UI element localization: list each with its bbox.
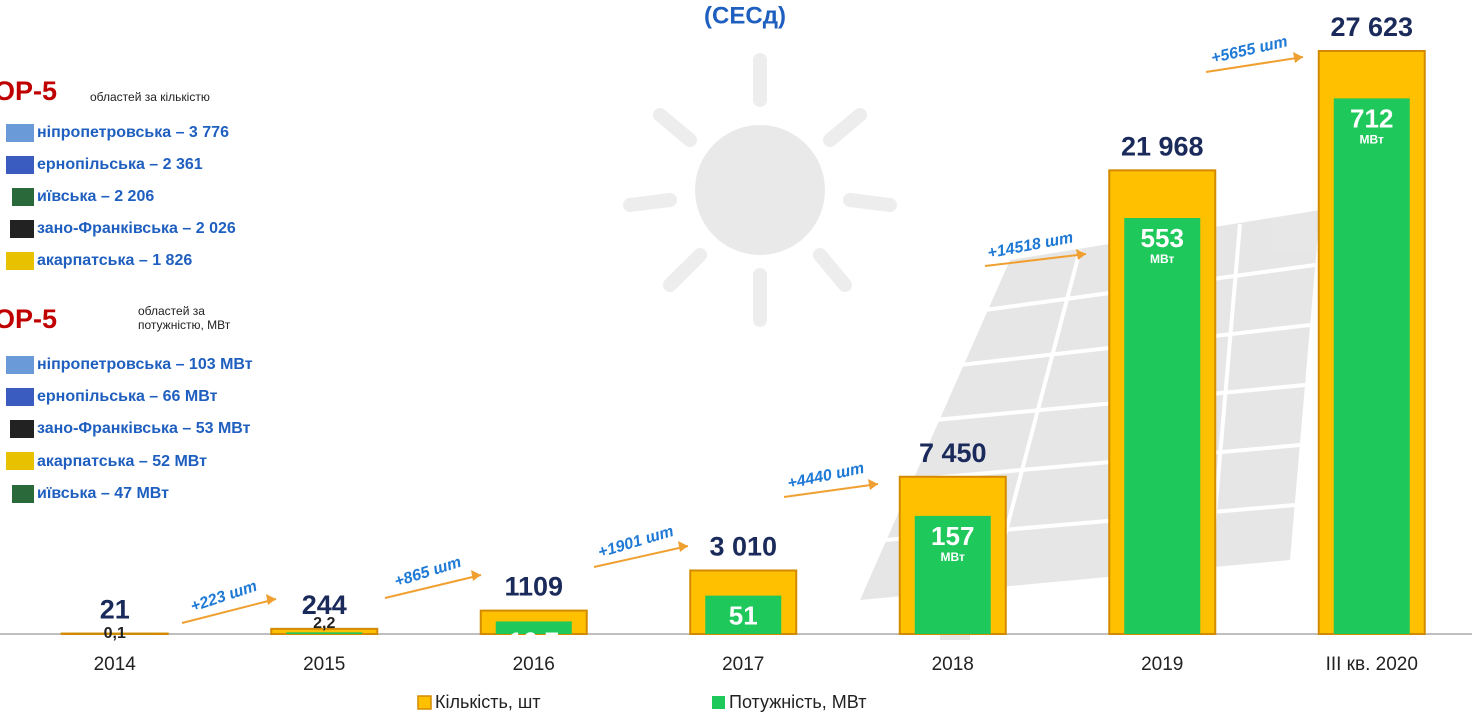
list-item: ніпропетровська – 3 776 <box>37 124 229 141</box>
icon <box>6 156 34 174</box>
icon <box>6 388 34 406</box>
list-item: ернопільська – 66 МВт <box>37 388 218 405</box>
x-tick-label: 2015 <box>303 654 345 675</box>
list-item: зано-Франківська – 53 МВт <box>37 420 251 437</box>
power-bar <box>1124 218 1200 634</box>
count-label: 3 010 <box>709 532 777 562</box>
panel-subtitle: областей за <box>138 304 205 318</box>
arrow-head <box>868 479 878 490</box>
count-label: 21 968 <box>1121 131 1204 161</box>
panel-title: ОР-5 <box>0 304 57 334</box>
x-tick-label: 2016 <box>513 654 555 675</box>
x-tick-label: III кв. 2020 <box>1326 654 1418 675</box>
power-label: 16,7 <box>508 626 559 656</box>
x-tick-label: 2014 <box>94 654 137 675</box>
list-item: зано-Франківська – 2 026 <box>37 220 236 237</box>
power-label: 51 <box>729 601 758 631</box>
power-label: 2,2 <box>313 615 335 632</box>
list-item: акарпатська – 1 826 <box>37 252 192 269</box>
count-label: 7 450 <box>919 438 987 468</box>
power-unit: МВт <box>941 550 966 564</box>
top-count-panel: ОР-5 областей за кількістю ніпропетровсь… <box>0 76 236 270</box>
increment-label: +865 шт <box>392 554 463 591</box>
legend-swatch <box>418 696 431 709</box>
list-item: иївська – 47 МВт <box>37 485 169 502</box>
icon <box>6 124 34 142</box>
x-tick-label: 2018 <box>932 654 974 675</box>
panel-subtitle: потужністю, МВт <box>138 318 231 332</box>
arrow-head <box>471 570 481 581</box>
increment-label: +5655 шт <box>1210 33 1290 67</box>
power-bar <box>1334 98 1410 634</box>
list-item: ернопільська – 2 361 <box>37 156 203 173</box>
top-power-panel: ОР-5 областей за потужністю, МВт ніпропе… <box>0 304 253 503</box>
legend-swatch <box>712 696 725 709</box>
list-item: ніпропетровська – 103 МВт <box>37 356 253 373</box>
panel-subtitle: областей за кількістю <box>90 90 210 104</box>
icon <box>6 452 34 470</box>
list-item: акарпатська – 52 МВт <box>37 453 207 470</box>
icon <box>12 485 34 503</box>
count-label: 21 <box>100 595 130 625</box>
icon <box>6 252 34 270</box>
count-label: 27 623 <box>1330 12 1413 42</box>
title: (СЕСд) <box>704 2 786 29</box>
chart: (СЕСд) ОР-5 областей за кількістю ніпроп… <box>0 0 1472 718</box>
power-label: 553 <box>1141 223 1184 253</box>
count-label: 1109 <box>504 572 563 602</box>
arrow-head <box>678 541 688 552</box>
list-item: иївська – 2 206 <box>37 188 154 205</box>
power-bar <box>286 632 362 634</box>
arrow-head <box>1293 52 1303 63</box>
legend-label: Потужність, МВт <box>729 692 866 712</box>
increment-label: +223 шт <box>189 578 260 616</box>
arrow-head <box>266 594 276 605</box>
icon <box>6 356 34 374</box>
x-tick-label: 2019 <box>1141 654 1183 675</box>
icon <box>10 220 34 238</box>
power-unit: МВт <box>1150 252 1175 266</box>
x-tick-label: 2017 <box>722 654 764 675</box>
power-label: 157 <box>931 521 974 551</box>
power-unit: МВт <box>1360 133 1385 147</box>
legend-label: Кількість, шт <box>435 692 541 712</box>
panel-title: ОР-5 <box>0 76 57 106</box>
icon <box>12 188 34 206</box>
power-label: 712 <box>1350 103 1393 133</box>
increment-label: +1901 шт <box>596 523 675 562</box>
power-label: 0,1 <box>104 625 126 642</box>
icon <box>10 420 34 438</box>
